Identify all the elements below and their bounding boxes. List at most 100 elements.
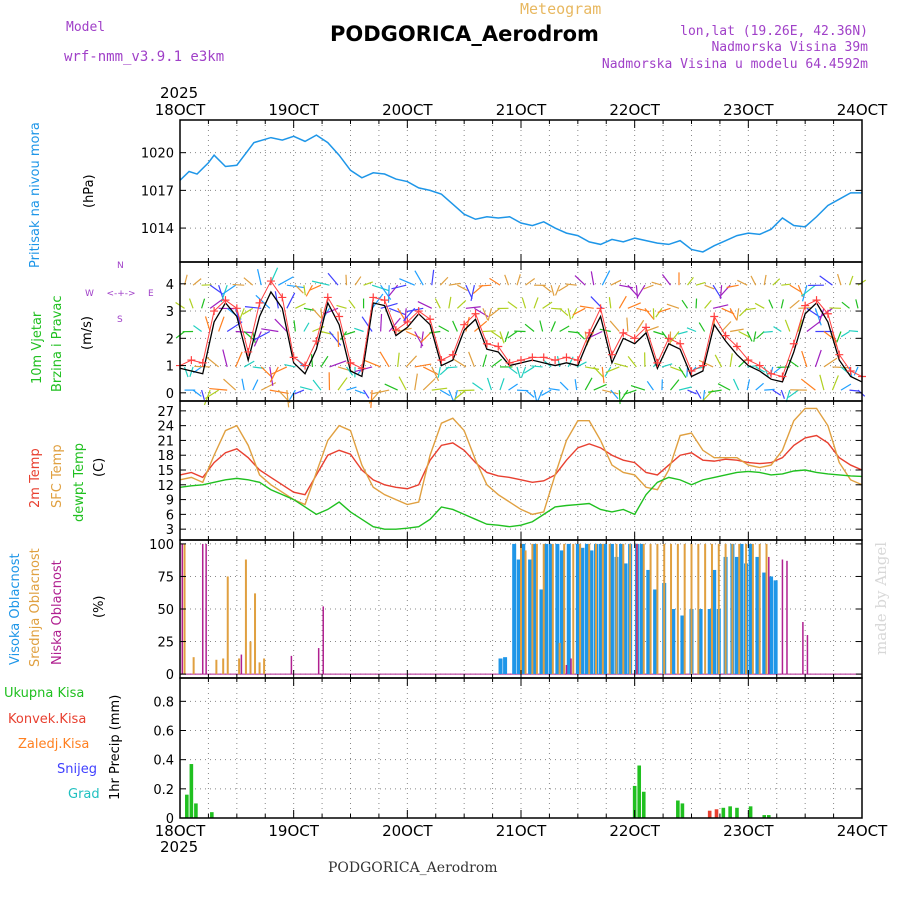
wind-arrow (329, 360, 347, 368)
wind-arrow (677, 330, 688, 335)
wind-arrow (445, 366, 458, 369)
bottom-date-label: 18OCT (155, 822, 206, 840)
footer-station: PODGORICA_Aerodrom (328, 860, 498, 876)
precip-total-bar (728, 806, 732, 818)
ytick-label-clouds: 100 (149, 538, 174, 553)
wind-arrow (274, 318, 288, 332)
wind-arrow (399, 278, 415, 286)
wind-arrow (746, 331, 753, 342)
wind-arrow (379, 351, 390, 368)
wind-arrow (823, 357, 838, 368)
wind-arrow (414, 373, 418, 391)
ytick-label-temperature: 15 (157, 464, 174, 479)
wind-arrow (499, 378, 505, 391)
wind-arrow (371, 293, 384, 309)
ytick-label-temperature: 24 (157, 420, 174, 435)
cloud-high-bar (609, 543, 614, 675)
ytick-label-precip: 0.6 (153, 725, 174, 740)
wind-arrow (312, 379, 322, 391)
wind-arrow (565, 283, 577, 286)
wind-arrow (354, 276, 362, 286)
wind-gust-marker (562, 353, 571, 362)
meteogram-label: Meteogram (520, 0, 602, 18)
wind-arrow (346, 366, 354, 376)
cloud-mid-bar (683, 543, 686, 675)
wind-arrow (253, 331, 262, 347)
cloud-low-bar (201, 543, 204, 675)
wind-arrow (698, 322, 706, 332)
bottom-date-label: 20OCT (382, 822, 433, 840)
wind-arrow (523, 366, 535, 374)
cloud-mid-bar (697, 543, 700, 675)
wind-gust-marker (710, 312, 719, 321)
wind-gust-marker (221, 296, 230, 305)
wind-arrow (840, 383, 852, 391)
ytick-label-clouds: 0 (166, 668, 174, 683)
wind-arrow (504, 274, 510, 286)
wind-arrow (420, 331, 424, 349)
wind-arrow (599, 328, 611, 333)
wind-arrow (554, 284, 561, 296)
cloud-mid-bar (524, 550, 527, 675)
wind-arrow (299, 386, 313, 391)
wind-arrow (707, 389, 722, 393)
wind-arrow (729, 353, 733, 368)
wind-arrow (729, 308, 738, 321)
cloud-low-bar (322, 606, 324, 675)
wind-arrow (309, 284, 322, 291)
wind-arrow (840, 330, 850, 338)
wind-arrow (780, 389, 786, 399)
wind-gust-marker (767, 369, 776, 378)
cloud-high-bar (512, 543, 517, 675)
wind-arrow (457, 284, 468, 292)
wind-arrow (448, 389, 454, 402)
cloud-low-bar (290, 655, 293, 675)
wind-arrow (345, 274, 348, 286)
wind-arrow (678, 386, 692, 391)
wind-arrow (773, 326, 782, 333)
wind-arrow (504, 331, 510, 343)
wind-gust-marker (732, 342, 741, 351)
cloud-low-bar (317, 648, 320, 675)
wind-gust-marker (482, 339, 491, 348)
wind-arrow (370, 390, 373, 408)
precip-conv-bar (707, 810, 712, 818)
wind-gust-marker (812, 296, 821, 305)
wind-arrow (704, 299, 712, 309)
wind-arrow (255, 294, 271, 309)
precip-total-bar (194, 803, 198, 818)
bottom-date-label: 19OCT (268, 822, 319, 840)
wind-arrow (218, 316, 225, 332)
wind-gust-marker (801, 301, 810, 310)
wind-arrow (836, 331, 842, 343)
wind-arrow (397, 352, 400, 367)
ytick-label-temperature: 21 (157, 434, 174, 449)
wind-arrow (269, 366, 279, 383)
wind-arrow (657, 307, 671, 314)
wind-gust-marker (778, 372, 787, 381)
wind-arrow (608, 297, 612, 309)
wind-arrow (524, 323, 535, 332)
wind-gust-marker (369, 293, 378, 302)
wind-arrow (601, 270, 611, 286)
wind-arrow (405, 355, 418, 368)
cloud-mid-bar (520, 543, 522, 675)
wind-arrow (252, 330, 271, 341)
wind-arrow (714, 354, 723, 368)
wind-arrow (414, 270, 424, 286)
wind-arrow (670, 379, 680, 391)
wind-arrow (468, 351, 475, 368)
wind-arrow (579, 305, 594, 309)
wind-arrow (800, 378, 816, 391)
cloud-low-bar (768, 556, 770, 675)
cloud-high-bar (548, 543, 553, 675)
cloud-mid-bar (751, 543, 754, 675)
wind-arrow (243, 360, 255, 368)
cloud-mid-bar (758, 543, 761, 675)
wind-arrow (626, 317, 629, 332)
cloud-mid-bar (551, 543, 554, 675)
wind-gust-marker (687, 367, 696, 376)
wind-arrow (209, 387, 228, 391)
cloud-low-bar (205, 543, 207, 675)
wind-arrow (585, 366, 600, 370)
